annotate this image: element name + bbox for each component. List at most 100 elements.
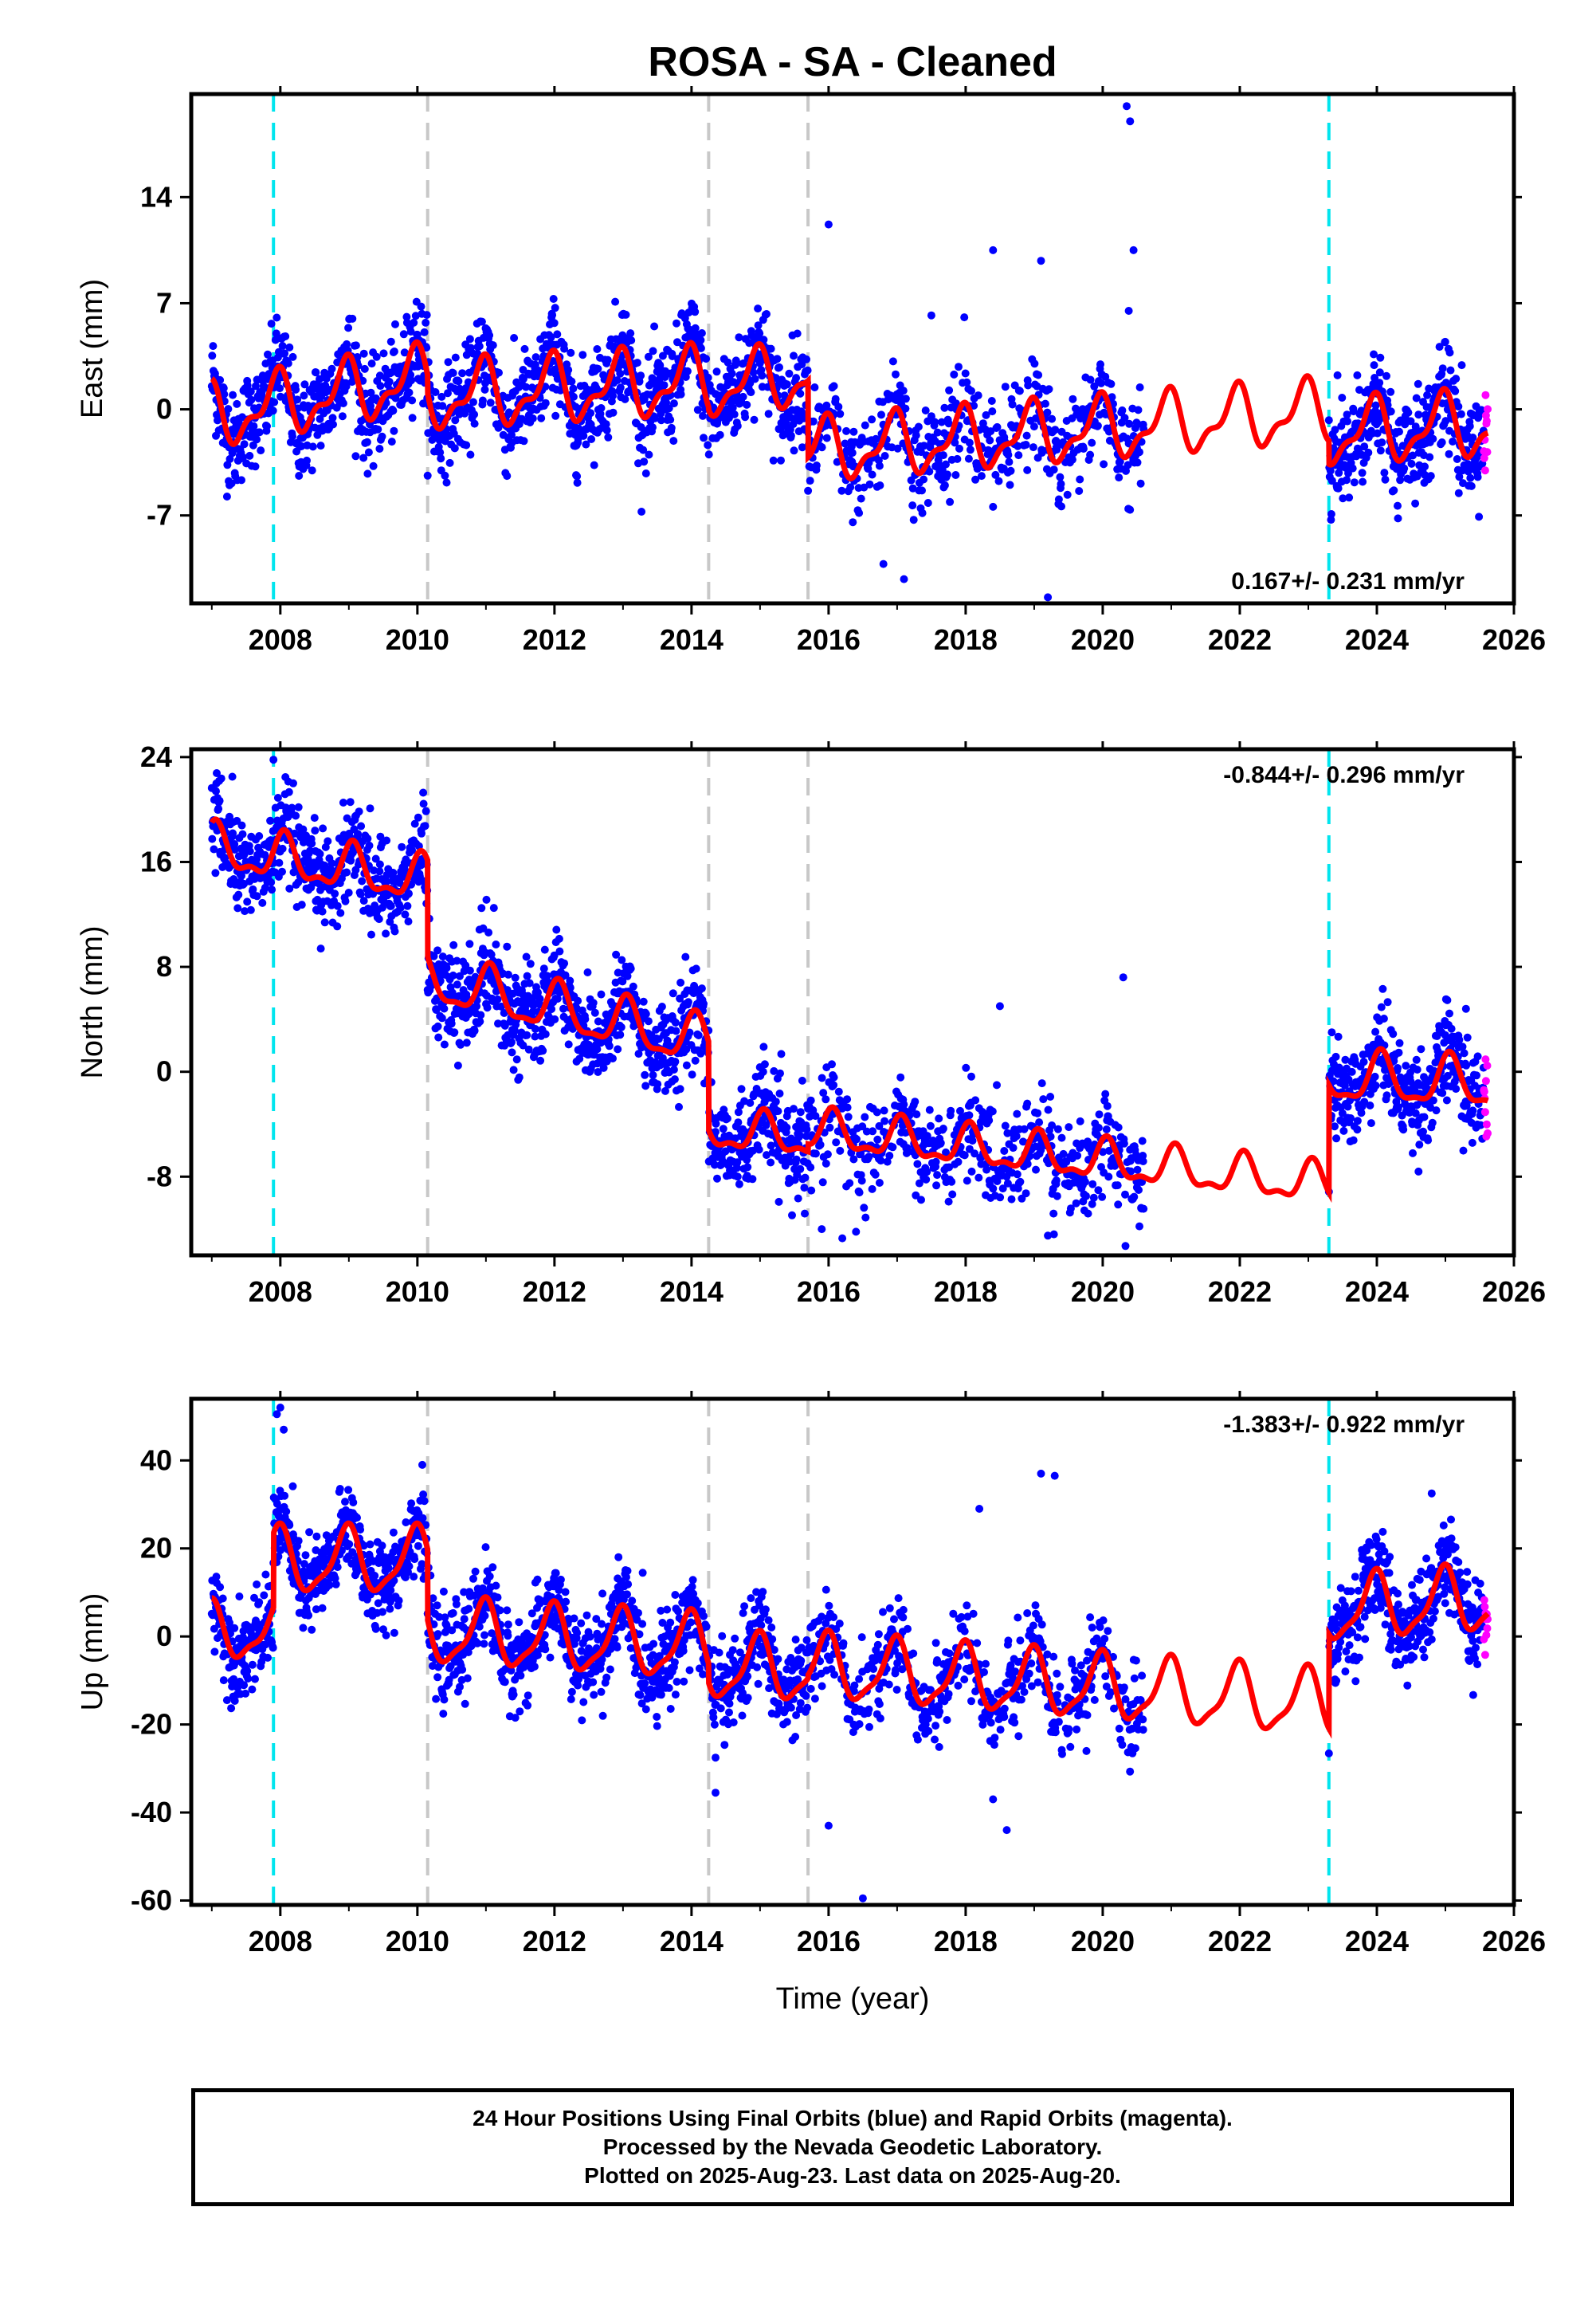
final-orbit-point (1395, 427, 1403, 436)
final-orbit-point (308, 442, 317, 451)
final-orbit-point (966, 446, 974, 454)
final-orbit-point (1069, 395, 1077, 403)
final-orbit-point (1053, 1192, 1061, 1200)
final-orbit-point (697, 329, 706, 337)
final-orbit-point (945, 386, 954, 395)
final-orbit-point (353, 353, 362, 361)
final-orbit-point (1022, 431, 1031, 440)
final-orbit-point (227, 1704, 236, 1713)
final-orbit-point (255, 1598, 264, 1607)
final-orbit-point (438, 402, 447, 410)
final-orbit-point (581, 1015, 590, 1023)
final-orbit-point (453, 980, 461, 989)
final-orbit-point (252, 382, 260, 391)
final-orbit-point (798, 1076, 806, 1085)
final-orbit-point (892, 370, 900, 379)
final-orbit-point (1394, 501, 1402, 510)
final-orbit-point (836, 410, 845, 418)
final-orbit-point (987, 397, 996, 405)
final-orbit-point (420, 328, 429, 336)
final-orbit-point (229, 829, 237, 838)
final-orbit-point (209, 342, 218, 351)
final-orbit-point (248, 1660, 257, 1669)
final-orbit-point (986, 436, 994, 445)
final-orbit-point (880, 1117, 889, 1125)
final-orbit-point (651, 414, 660, 422)
final-orbit-point (449, 941, 458, 949)
final-orbit-point (1389, 1030, 1398, 1039)
final-orbit-point (417, 302, 425, 311)
x-tick-label: 2008 (249, 623, 312, 656)
final-orbit-point (673, 338, 681, 347)
final-orbit-point (853, 1135, 861, 1144)
x-tick-label: 2014 (660, 1275, 723, 1308)
final-orbit-point (273, 794, 282, 802)
final-orbit-point (246, 387, 255, 396)
final-orbit-point (367, 388, 375, 397)
final-orbit-point (780, 391, 789, 400)
final-orbit-point (834, 403, 843, 411)
outlier-point (1126, 117, 1135, 126)
final-orbit-point (536, 1056, 545, 1065)
final-orbit-point (1353, 371, 1362, 379)
final-orbit-point (389, 406, 398, 415)
y-axis-label: North (mm) (76, 925, 109, 1078)
final-orbit-point (1075, 487, 1084, 495)
final-orbit-point (800, 1184, 809, 1192)
final-orbit-point (569, 384, 578, 393)
final-orbit-point (1386, 407, 1395, 416)
final-orbit-point (551, 411, 560, 420)
final-orbit-point (419, 799, 428, 808)
final-orbit-point (1333, 371, 1342, 379)
final-orbit-point (318, 907, 327, 916)
final-orbit-point (1457, 410, 1465, 418)
final-orbit-point (509, 1066, 518, 1074)
final-orbit-point (759, 1043, 768, 1051)
final-orbit-point (1390, 486, 1398, 495)
final-orbit-point (944, 1197, 953, 1206)
final-orbit-point (775, 363, 783, 371)
final-orbit-point (1465, 422, 1474, 430)
final-orbit-point (1353, 1125, 1362, 1134)
final-orbit-point (590, 1008, 599, 1017)
final-orbit-point (868, 415, 876, 424)
final-orbit-point (1030, 359, 1039, 368)
x-tick-label: 2020 (1071, 1275, 1135, 1308)
final-orbit-point (922, 1175, 931, 1184)
final-orbit-point (437, 1014, 446, 1023)
final-orbit-point (1133, 458, 1142, 467)
final-orbit-point (948, 1190, 957, 1199)
final-orbit-point (579, 431, 588, 440)
final-orbit-point (316, 850, 324, 858)
final-orbit-point (836, 1146, 845, 1155)
final-orbit-point (670, 1075, 679, 1084)
final-orbit-point (567, 348, 575, 357)
final-orbit-point (989, 502, 998, 511)
final-orbit-point (1462, 1061, 1471, 1070)
panel-north: 2008 2010 2012 2014 2016 2018 2020 2022 2024 2026… (76, 740, 1546, 1308)
final-orbit-point (1039, 1095, 1048, 1104)
final-orbit-point (1350, 478, 1359, 487)
final-orbit-point (790, 351, 798, 360)
final-orbit-point (551, 1015, 559, 1023)
final-orbit-point (339, 399, 347, 407)
final-orbit-point (1114, 1123, 1123, 1132)
final-orbit-point (750, 415, 759, 424)
outlier-point (879, 560, 888, 568)
final-orbit-point (1442, 1096, 1451, 1105)
final-orbit-point (641, 1070, 649, 1079)
final-orbit-point (390, 348, 398, 355)
final-orbit-point (796, 1164, 805, 1173)
final-orbit-point (422, 344, 431, 352)
final-orbit-point (925, 1105, 934, 1114)
final-orbit-point (1107, 379, 1116, 388)
final-orbit-point (1135, 1186, 1143, 1194)
final-orbit-point (1443, 995, 1452, 1004)
final-orbit-point (849, 518, 857, 527)
final-orbit-point (988, 1107, 997, 1116)
x-tick-label: 2012 (523, 623, 586, 656)
final-orbit-point (249, 422, 258, 430)
final-orbit-point (751, 375, 759, 383)
final-orbit-point (868, 1184, 876, 1193)
final-orbit-point (1382, 371, 1390, 380)
